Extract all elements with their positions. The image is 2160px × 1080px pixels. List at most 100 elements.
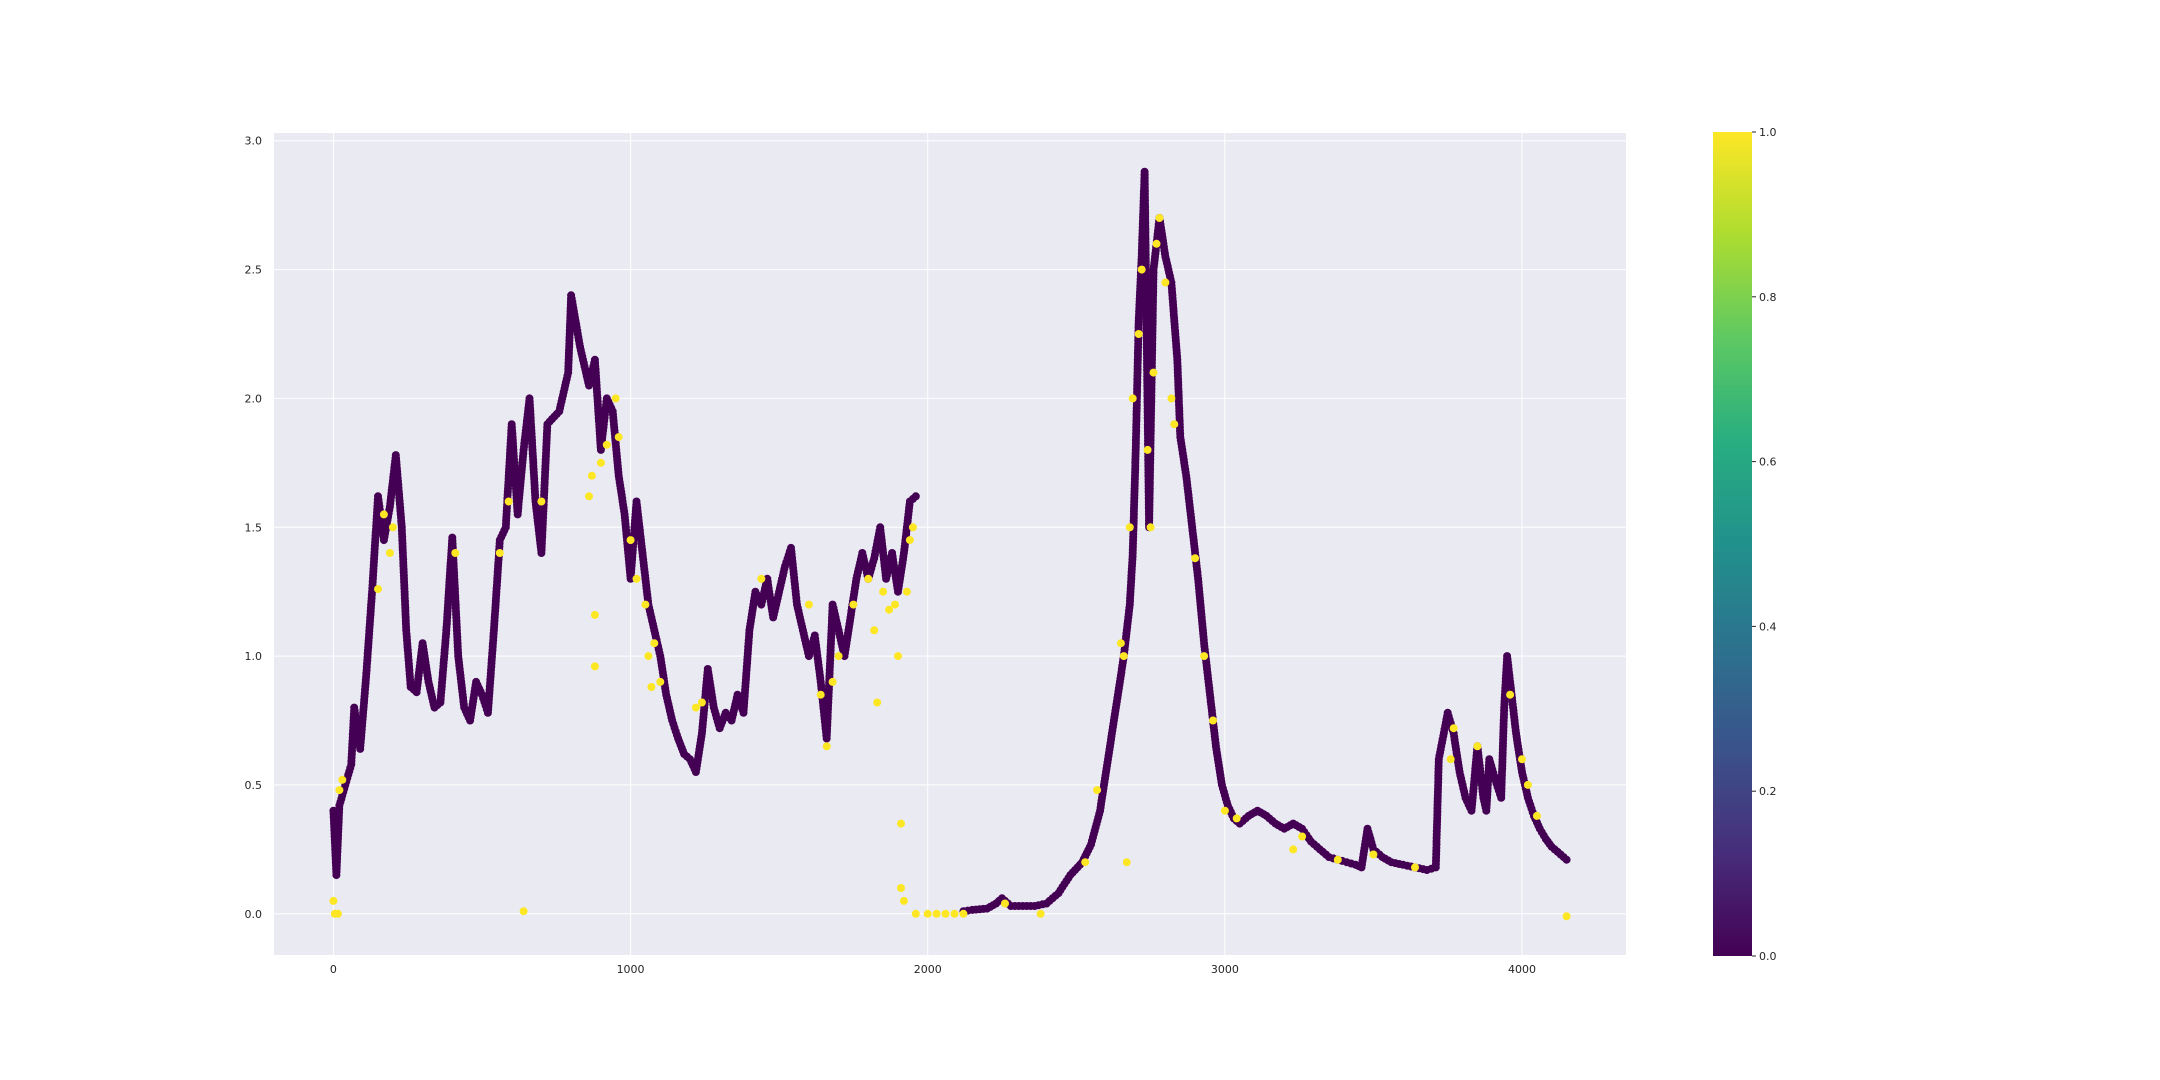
data-point-class-1 xyxy=(1137,265,1146,274)
data-point-class-1 xyxy=(873,698,882,707)
data-point-class-1 xyxy=(451,549,460,557)
colorbar xyxy=(1713,132,1752,956)
data-point-class-1 xyxy=(891,600,899,609)
data-point-class-1 xyxy=(585,492,593,501)
data-point-class-1 xyxy=(834,652,843,661)
data-point-class-1 xyxy=(504,497,513,506)
data-point-class-1 xyxy=(1149,368,1158,377)
data-point-class-1 xyxy=(602,440,611,449)
data-point-class-1 xyxy=(333,909,342,918)
data-point-class-1 xyxy=(894,652,902,661)
y-tick-label: 1.0 xyxy=(245,650,263,663)
data-point-class-0 xyxy=(911,492,920,501)
data-point-class-1 xyxy=(691,703,700,712)
data-point-class-1 xyxy=(1170,420,1179,429)
data-point-class-1 xyxy=(379,510,388,519)
data-point-class-1 xyxy=(1209,716,1217,725)
data-point-class-1 xyxy=(1093,786,1102,795)
x-tick-label: 0 xyxy=(330,963,337,976)
data-point-class-1 xyxy=(908,523,917,532)
colorbar-tick-label: 0.2 xyxy=(1759,785,1777,798)
y-tick-label: 0.0 xyxy=(245,908,263,921)
data-point-class-1 xyxy=(757,574,766,583)
colorbar-tick-label: 0.4 xyxy=(1759,620,1777,633)
data-point-class-1 xyxy=(632,574,641,583)
y-tick-label: 0.5 xyxy=(245,779,263,792)
data-point-class-1 xyxy=(335,786,344,795)
data-point-class-1 xyxy=(1119,652,1128,661)
data-point-class-1 xyxy=(897,884,905,892)
data-point-class-1 xyxy=(590,610,599,619)
data-point-class-1 xyxy=(1001,899,1009,908)
data-point-class-1 xyxy=(941,909,950,918)
axis-ticks: 0 1000 2000 3000 4000 0.0 0.5 1.0 1.5 2.0 2.5 3.0 xyxy=(245,135,1537,976)
colorbar-tick-label: 0.0 xyxy=(1759,950,1777,963)
data-point-class-1 xyxy=(647,683,656,691)
data-point-class-1 xyxy=(1449,724,1458,733)
data-point-class-1 xyxy=(950,909,959,918)
data-point-class-1 xyxy=(1369,850,1378,859)
data-point-class-1 xyxy=(1289,845,1298,854)
data-point-class-1 xyxy=(611,394,620,403)
data-point-class-1 xyxy=(870,626,879,635)
data-point-class-1 xyxy=(1562,912,1571,921)
data-point-class-1 xyxy=(650,639,659,648)
data-point-class-1 xyxy=(899,896,908,905)
colorbar-tick-label: 1.0 xyxy=(1759,126,1777,139)
data-point-class-1 xyxy=(849,600,858,609)
data-point-class-1 xyxy=(1116,639,1125,648)
data-point-class-1 xyxy=(897,819,905,828)
data-point-class-1 xyxy=(1506,690,1515,699)
data-point-class-1 xyxy=(388,523,397,532)
colorbar-ticks: 0.0 0.2 0.4 0.6 0.8 1.0 xyxy=(1752,126,1777,963)
y-tick-label: 1.5 xyxy=(245,521,263,534)
data-point-class-1 xyxy=(641,600,650,609)
data-point-class-1 xyxy=(590,662,599,671)
data-point-class-1 xyxy=(1143,445,1152,454)
data-point-class-1 xyxy=(1191,554,1200,563)
x-tick-label: 3000 xyxy=(1211,963,1239,976)
data-point-class-1 xyxy=(626,536,635,545)
y-tick-label: 2.5 xyxy=(245,264,263,277)
data-point-class-1 xyxy=(374,585,382,594)
data-point-class-1 xyxy=(959,909,968,918)
data-point-class-1 xyxy=(1333,855,1342,864)
data-point-class-1 xyxy=(1152,239,1161,248)
data-point-class-1 xyxy=(1473,742,1482,751)
data-point-class-1 xyxy=(587,471,596,480)
data-point-class-1 xyxy=(1128,394,1137,403)
data-point-class-1 xyxy=(879,587,888,596)
data-point-class-1 xyxy=(932,909,941,918)
x-tick-label: 4000 xyxy=(1508,963,1536,976)
data-point-class-1 xyxy=(1161,278,1170,287)
data-point-class-1 xyxy=(1146,523,1155,532)
data-point-class-1 xyxy=(905,536,914,545)
data-point-class-1 xyxy=(885,605,894,614)
data-point-class-1 xyxy=(804,600,813,609)
data-point-class-1 xyxy=(923,909,932,918)
data-point-class-1 xyxy=(385,549,394,557)
x-tick-label: 1000 xyxy=(617,963,645,976)
colorbar-tick-label: 0.6 xyxy=(1759,456,1777,469)
data-point-class-1 xyxy=(1036,909,1045,918)
y-tick-label: 2.0 xyxy=(245,392,263,405)
data-point-class-1 xyxy=(495,549,504,557)
data-point-class-1 xyxy=(1232,814,1241,823)
data-point-class-1 xyxy=(911,909,920,918)
data-point-class-1 xyxy=(644,652,653,661)
data-point-class-1 xyxy=(656,677,665,686)
data-point-class-1 xyxy=(1446,755,1455,764)
data-point-class-1 xyxy=(902,587,911,596)
data-point-class-1 xyxy=(1518,755,1526,764)
x-tick-label: 2000 xyxy=(914,963,942,976)
data-point-class-1 xyxy=(537,497,546,506)
data-point-class-1 xyxy=(1122,858,1131,867)
data-point-class-1 xyxy=(1220,806,1229,815)
data-point-class-1 xyxy=(596,458,605,467)
data-point-class-1 xyxy=(1523,780,1532,789)
plot-area xyxy=(274,133,1626,955)
data-point-class-1 xyxy=(1298,832,1307,841)
data-point-class-1 xyxy=(828,677,837,686)
gridlines xyxy=(274,133,1626,955)
